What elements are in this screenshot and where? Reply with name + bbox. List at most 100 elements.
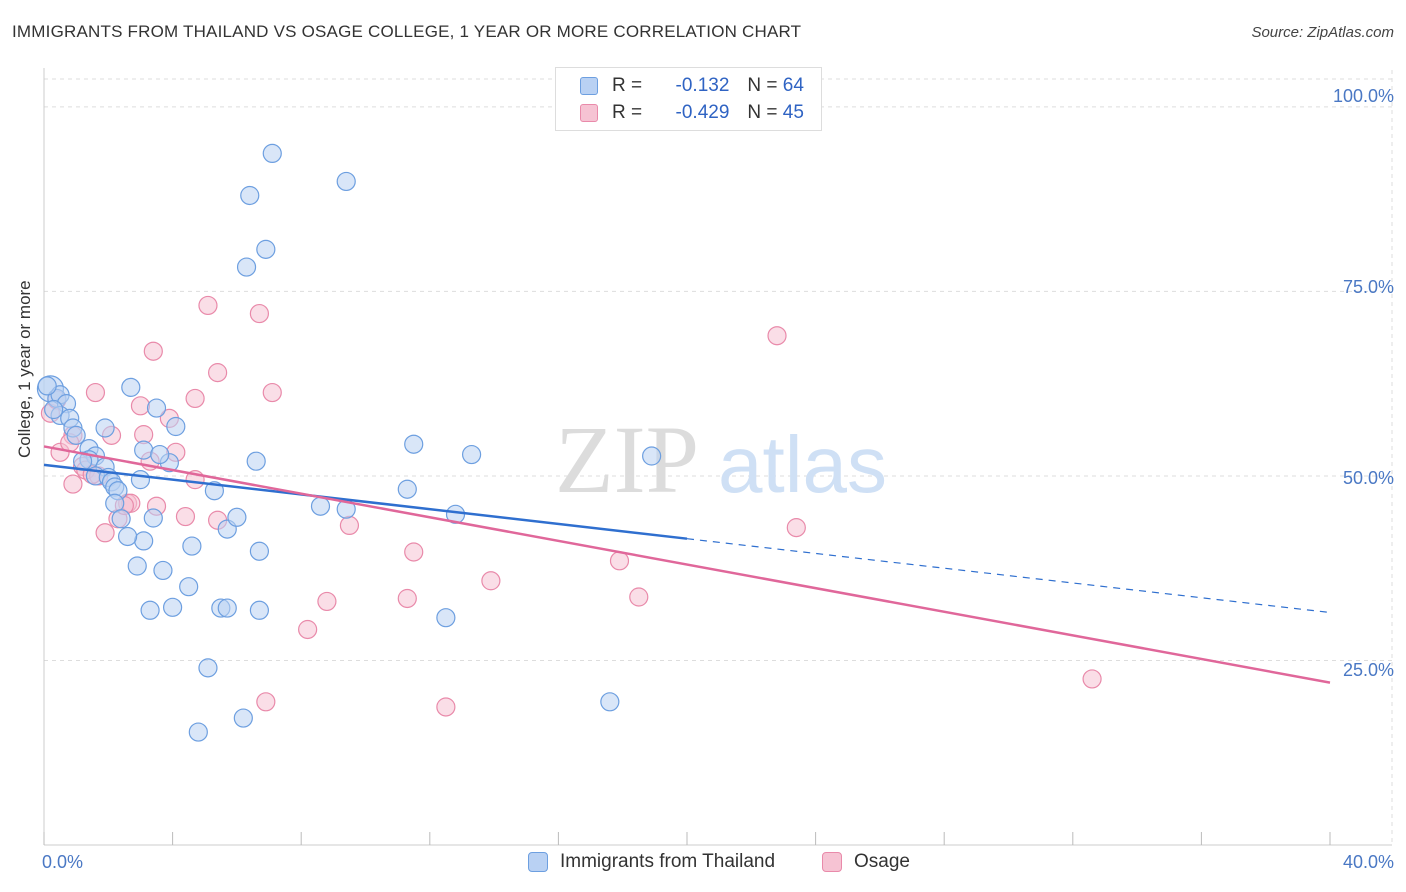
data-point <box>95 523 115 543</box>
data-point <box>310 496 331 516</box>
legend-row-osage: R = -0.429 N = 45 <box>580 101 804 125</box>
data-point <box>246 451 266 471</box>
y-tick-50: 50.0% <box>1342 468 1394 488</box>
data-point <box>166 416 186 437</box>
data-point <box>134 440 154 460</box>
data-point <box>317 591 337 612</box>
legend-item-osage: Osage <box>822 851 910 873</box>
data-point <box>185 388 205 409</box>
data-point <box>208 363 228 383</box>
data-point <box>233 708 253 728</box>
data-point <box>143 341 163 361</box>
data-point <box>436 697 456 717</box>
data-point <box>481 571 501 591</box>
source-label: Source: ZipAtlas.com <box>1251 24 1394 41</box>
data-point <box>336 171 356 192</box>
legend-n-value: 45 <box>782 102 804 123</box>
trend-line-thailand-extension <box>686 538 1331 614</box>
data-point <box>249 541 270 561</box>
data-point <box>150 444 170 465</box>
data-point <box>95 418 115 438</box>
y-tick-75: 75.0% <box>1342 277 1394 297</box>
y-tick-25: 25.0% <box>1342 660 1394 680</box>
data-point <box>262 143 282 164</box>
data-point <box>182 536 202 556</box>
data-point <box>121 377 141 397</box>
legend-r-value: -0.429 <box>675 102 730 123</box>
data-point <box>397 588 417 609</box>
axes <box>43 68 1392 846</box>
x-tick-0: 0.0% <box>42 852 84 872</box>
data-point <box>236 257 257 277</box>
watermark: ZIP atlas <box>555 406 887 513</box>
data-point <box>179 577 199 597</box>
data-point <box>198 295 218 316</box>
data-point <box>66 425 86 445</box>
grid-lines <box>44 70 1393 845</box>
trend-lines <box>43 445 1331 684</box>
legend-swatch-blue <box>580 77 598 95</box>
legend-label-thailand: Immigrants from Thailand <box>560 851 776 872</box>
legend-n-value: 64 <box>782 75 804 96</box>
x-tick-40: 40.0% <box>1342 852 1394 872</box>
data-point <box>146 398 167 418</box>
data-point <box>249 303 270 324</box>
data-point <box>461 444 482 465</box>
data-point <box>188 722 208 742</box>
data-point <box>629 587 649 607</box>
legend-swatch-pink <box>580 104 598 122</box>
data-point <box>397 479 417 499</box>
legend-r-label: R = <box>612 102 643 123</box>
data-point <box>143 508 163 528</box>
data-point <box>227 507 247 527</box>
data-point <box>111 509 131 529</box>
data-point <box>130 470 151 490</box>
trend-line-osage <box>43 445 1331 684</box>
legend-row-thailand: R = -0.132 N = 64 <box>580 74 804 98</box>
data-point <box>130 396 151 416</box>
legend-swatch-blue <box>528 852 548 872</box>
data-point <box>85 382 106 403</box>
watermark-zip: ZIP <box>555 406 699 513</box>
data-point <box>240 185 260 206</box>
data-point <box>153 560 173 581</box>
legend-n-label: N = <box>747 102 778 123</box>
y-axis-label: College, 1 year or more <box>15 280 34 458</box>
data-point <box>767 326 787 346</box>
trend-line-thailand <box>43 463 688 540</box>
watermark-atlas: atlas <box>718 420 887 509</box>
stats-legend: R = -0.132 N = 64 R = -0.429 N = 45 <box>555 67 822 131</box>
data-point <box>256 692 276 712</box>
data-point <box>249 600 270 620</box>
legend-r-label: R = <box>612 75 643 96</box>
y-tick-100: 100.0% <box>1332 86 1394 106</box>
legend-item-thailand: Immigrants from Thailand <box>528 851 775 873</box>
data-point <box>127 556 147 576</box>
data-point <box>117 526 138 547</box>
data-point <box>37 376 57 396</box>
data-point <box>198 658 218 678</box>
data-point <box>404 542 424 562</box>
legend-swatch-pink <box>822 852 842 872</box>
legend-r-value: -0.132 <box>675 75 730 96</box>
data-point <box>262 382 282 403</box>
data-point <box>298 619 318 640</box>
data-point <box>436 608 456 628</box>
data-point <box>134 531 154 551</box>
data-point <box>175 506 196 527</box>
data-point <box>140 600 160 620</box>
data-point <box>44 399 64 420</box>
data-point <box>642 446 662 466</box>
data-point <box>256 239 276 259</box>
chart-title: IMMIGRANTS FROM THAILAND VS OSAGE COLLEG… <box>12 22 802 41</box>
data-point <box>600 692 620 712</box>
data-point <box>63 474 83 494</box>
data-point <box>217 598 237 618</box>
data-point <box>163 597 183 617</box>
data-point <box>1082 669 1102 689</box>
legend-n-label: N = <box>747 75 778 96</box>
data-point <box>786 518 806 538</box>
thailand-points <box>36 143 662 742</box>
legend-label-osage: Osage <box>854 851 910 872</box>
